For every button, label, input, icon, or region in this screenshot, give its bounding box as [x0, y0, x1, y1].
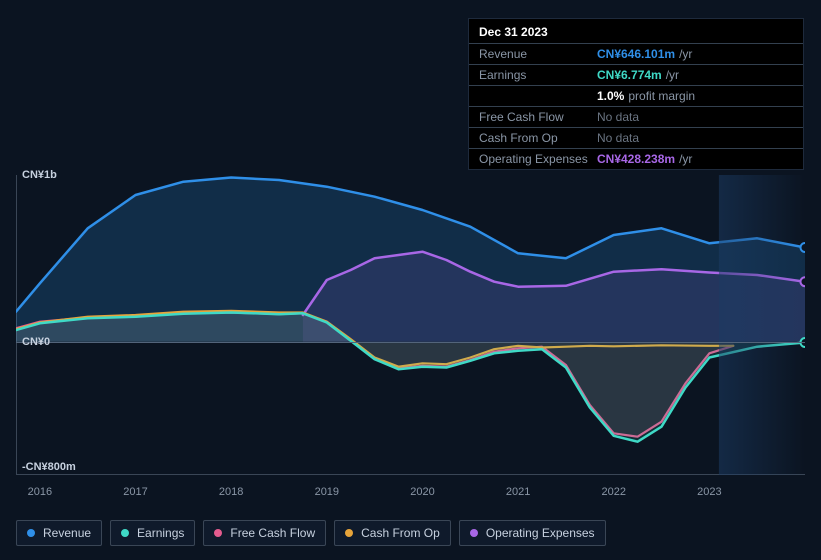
legend-label: Operating Expenses	[486, 526, 595, 540]
y-axis-label: CN¥1b	[22, 169, 57, 181]
legend-swatch	[27, 529, 35, 537]
tooltip-row-value: CN¥428.238m/yr	[597, 152, 692, 166]
tooltip-row-label: Free Cash Flow	[479, 110, 597, 124]
x-axis-label: 2022	[601, 486, 625, 498]
tooltip-row: Free Cash FlowNo data	[469, 106, 803, 127]
legend-label: Revenue	[43, 526, 91, 540]
x-axis-label: 2021	[506, 486, 530, 498]
legend-swatch	[214, 529, 222, 537]
legend-item-fcf[interactable]: Free Cash Flow	[203, 520, 326, 546]
tooltip-row-value: CN¥646.101m/yr	[597, 47, 692, 61]
financials-chart: Dec 31 2023 RevenueCN¥646.101m/yrEarning…	[0, 0, 821, 560]
chart-svg	[16, 175, 805, 475]
x-axis-label: 2018	[219, 486, 243, 498]
future-region	[719, 175, 805, 475]
tooltip-rows: RevenueCN¥646.101m/yrEarningsCN¥6.774m/y…	[469, 43, 803, 169]
chart-tooltip: Dec 31 2023 RevenueCN¥646.101m/yrEarning…	[468, 18, 804, 170]
series-end-marker-revenue	[801, 243, 806, 252]
legend-item-cfo[interactable]: Cash From Op	[334, 520, 451, 546]
y-baseline	[16, 342, 805, 343]
tooltip-row-value: No data	[597, 131, 639, 145]
legend-swatch	[470, 529, 478, 537]
tooltip-row-label: Revenue	[479, 47, 597, 61]
tooltip-row: RevenueCN¥646.101m/yr	[469, 43, 803, 64]
legend-swatch	[345, 529, 353, 537]
chart-legend: Revenue Earnings Free Cash Flow Cash From O…	[16, 520, 606, 546]
series-end-marker-opex	[801, 277, 806, 286]
legend-label: Cash From Op	[361, 526, 440, 540]
y-axis-label: CN¥0	[22, 336, 50, 348]
y-axis-label: -CN¥800m	[22, 461, 76, 473]
legend-item-earnings[interactable]: Earnings	[110, 520, 195, 546]
tooltip-row-value: CN¥6.774m/yr	[597, 68, 679, 82]
tooltip-row-value: No data	[597, 110, 639, 124]
x-axis-label: 2023	[697, 486, 721, 498]
tooltip-row: Operating ExpensesCN¥428.238m/yr	[469, 148, 803, 169]
legend-swatch	[121, 529, 129, 537]
x-axis-label: 2020	[410, 486, 434, 498]
legend-item-revenue[interactable]: Revenue	[16, 520, 102, 546]
legend-item-opex[interactable]: Operating Expenses	[459, 520, 606, 546]
tooltip-row: Cash From OpNo data	[469, 127, 803, 148]
x-axis-label: 2019	[315, 486, 339, 498]
tooltip-row-value: 1.0%profit margin	[597, 89, 695, 103]
tooltip-row: 1.0%profit margin	[469, 85, 803, 106]
tooltip-row-label: Earnings	[479, 68, 597, 82]
tooltip-row-label: Cash From Op	[479, 131, 597, 145]
legend-label: Earnings	[137, 526, 184, 540]
tooltip-row-label: Operating Expenses	[479, 152, 597, 166]
tooltip-date: Dec 31 2023	[469, 19, 803, 43]
x-axis-label: 2016	[28, 486, 52, 498]
tooltip-row: EarningsCN¥6.774m/yr	[469, 64, 803, 85]
series-group	[16, 178, 805, 442]
legend-label: Free Cash Flow	[230, 526, 315, 540]
x-axis-label: 2017	[123, 486, 147, 498]
